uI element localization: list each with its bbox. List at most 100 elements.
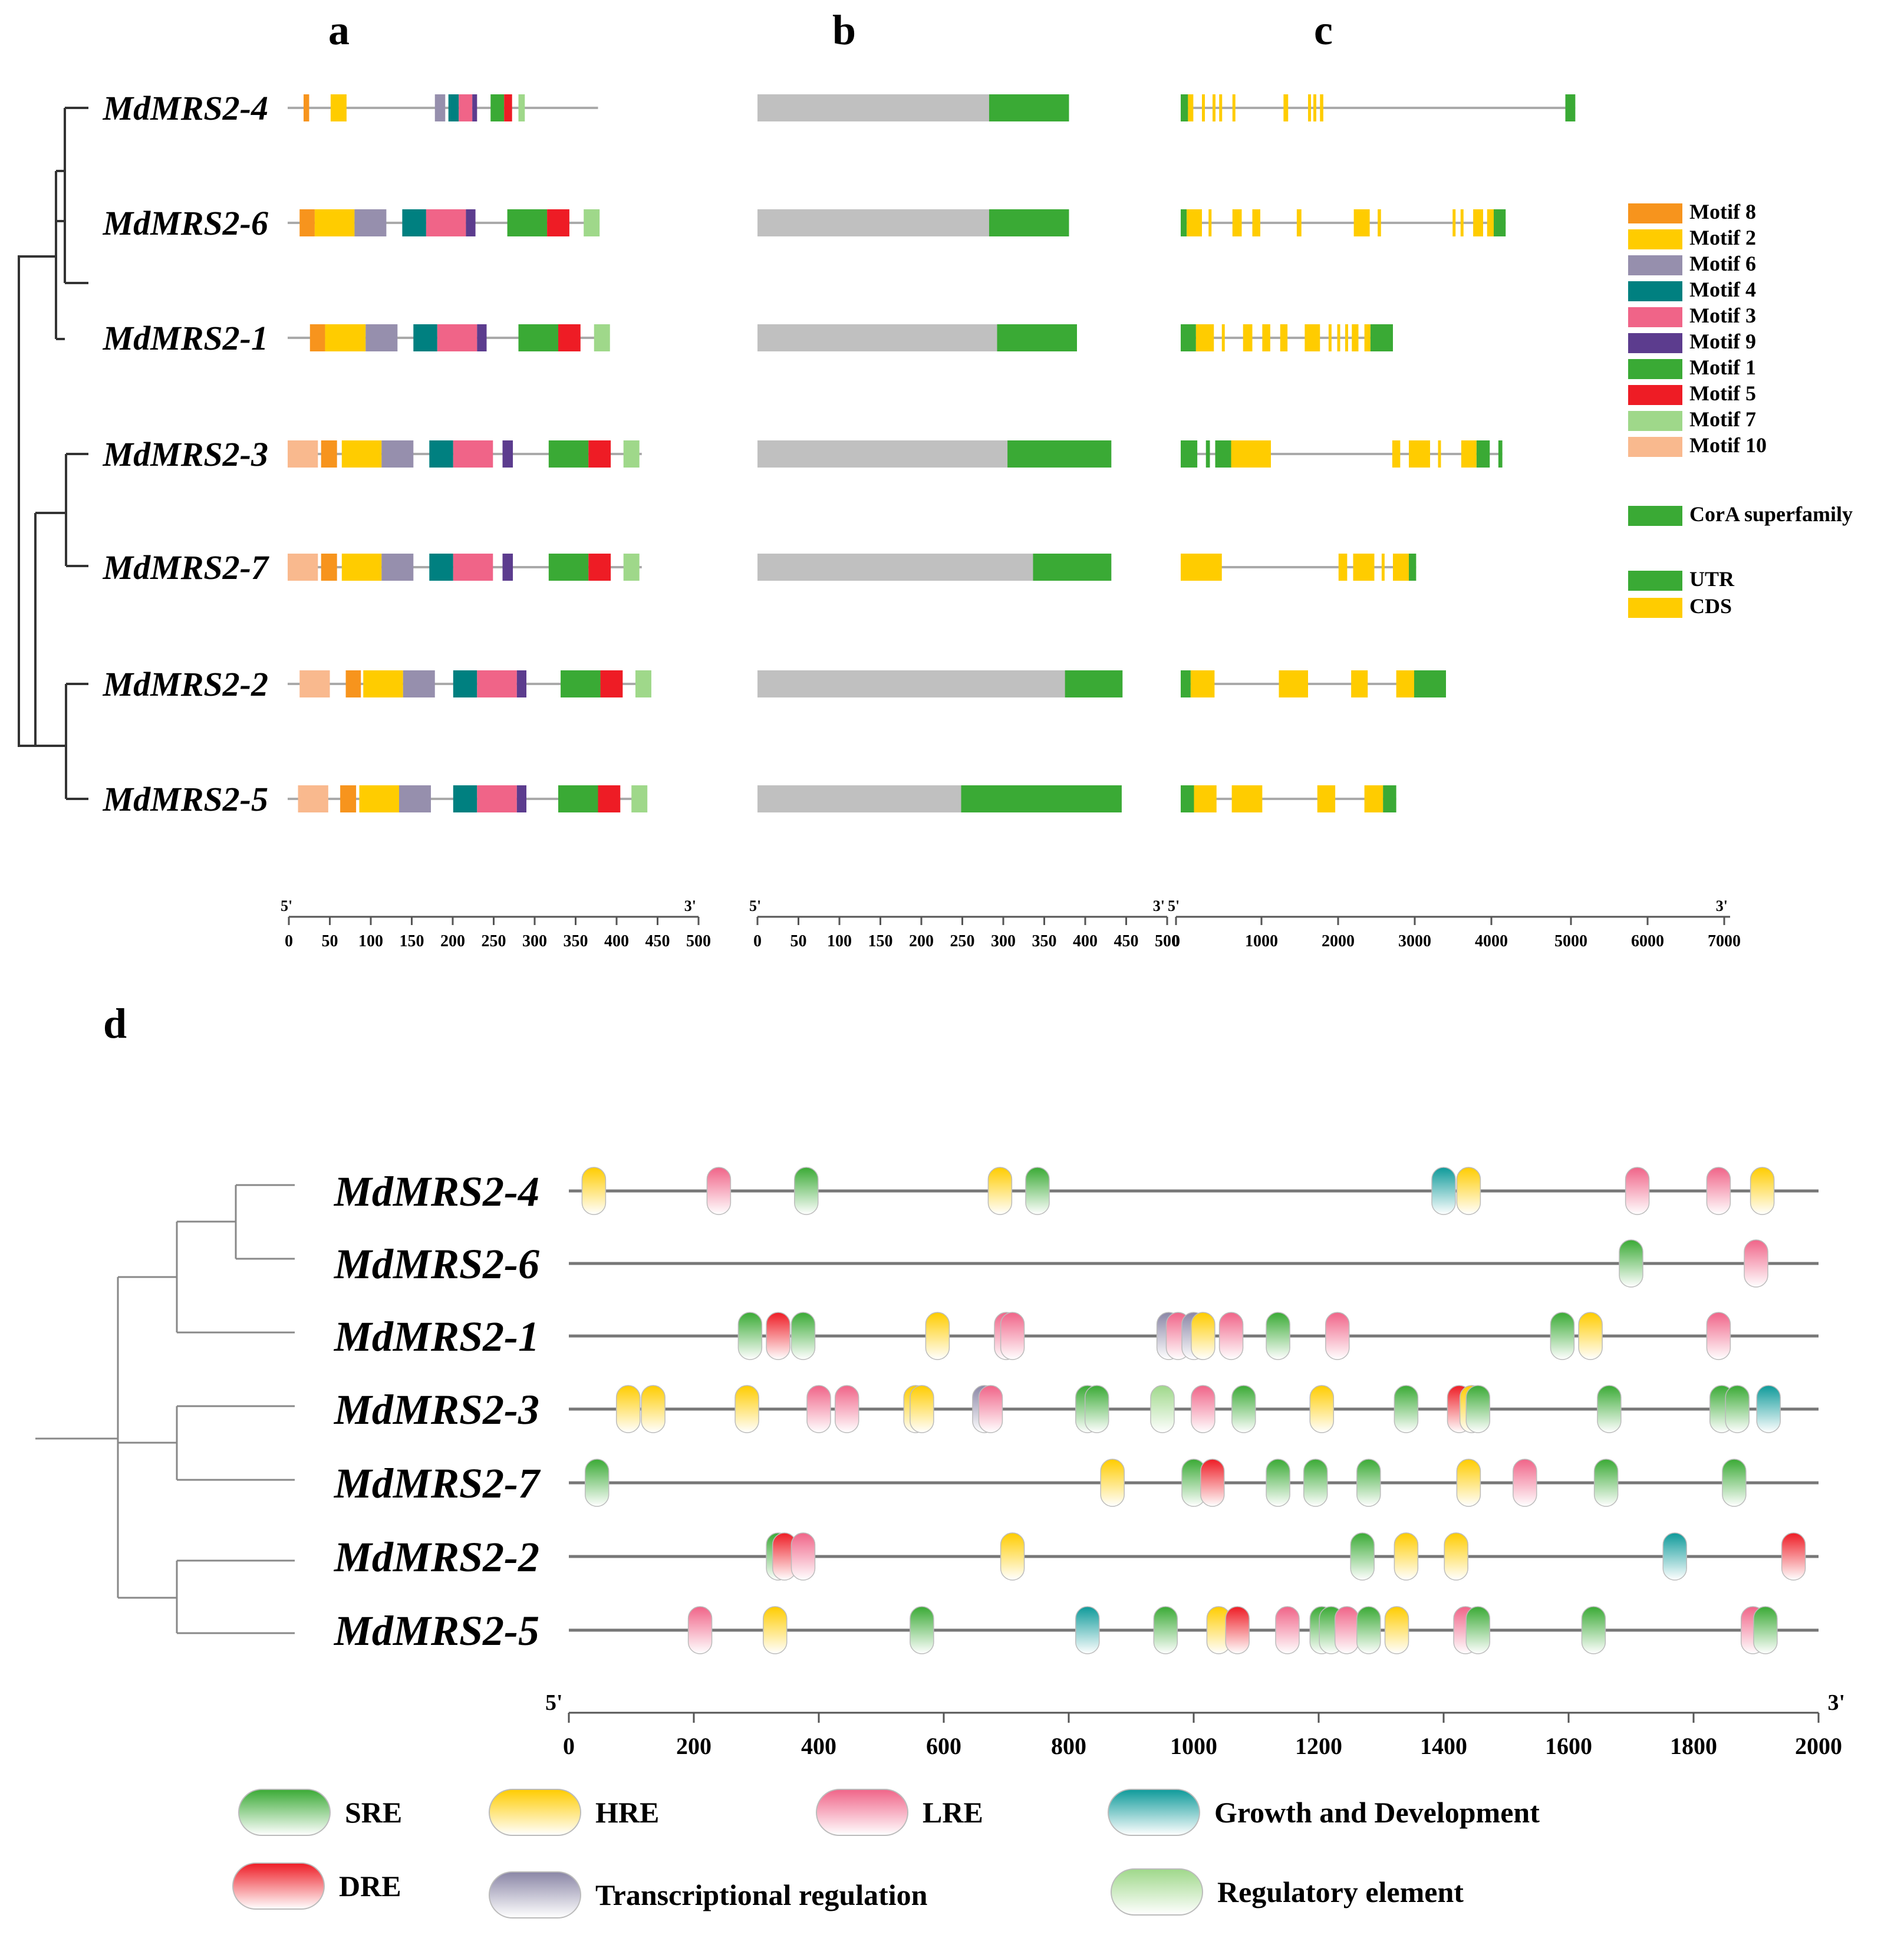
scale-b-tick-label: 250: [950, 932, 975, 950]
cds-box: [1345, 324, 1348, 351]
motif-box: [504, 94, 512, 121]
cis-element-marker: [1706, 1167, 1731, 1215]
cis-element-marker: [794, 1167, 819, 1215]
cis-element-marker: [1431, 1167, 1456, 1215]
gene-name-label: MdMRS2-3: [334, 1386, 539, 1433]
legend-swatch: [1628, 437, 1682, 457]
scale-b-tick-label: 200: [909, 932, 934, 950]
scale-d-tick-label: 800: [1051, 1733, 1086, 1759]
cis-element-marker: [763, 1606, 788, 1654]
motif-box: [459, 94, 473, 121]
scale-a-tick-label: 100: [358, 932, 383, 950]
legend-swatch: [1628, 255, 1682, 275]
legend-element-label: SRE: [345, 1796, 402, 1829]
tree-branch: [118, 1405, 295, 1481]
cds-box: [1338, 554, 1348, 581]
tree-branch: [55, 107, 88, 340]
utr-box: [1215, 440, 1231, 468]
legend-label: Motif 3: [1689, 304, 1756, 327]
motif-box: [518, 324, 558, 351]
utr-box: [1565, 94, 1576, 121]
cds-box: [1396, 670, 1414, 697]
cds-box: [1202, 94, 1205, 121]
cds-box: [1392, 440, 1401, 468]
cds-box: [1208, 209, 1212, 236]
motif-box: [502, 554, 513, 581]
motif-box: [437, 324, 477, 351]
cis-element-marker: [1153, 1606, 1178, 1654]
scale-b-tick-label: 150: [868, 932, 893, 950]
motif-box: [426, 209, 466, 236]
legend-element-swatch: [232, 1862, 325, 1910]
cds-box: [1194, 785, 1217, 812]
cds-box: [1364, 324, 1371, 351]
scale-d-tick-label: 400: [801, 1733, 836, 1759]
legend-element-label: Growth and Development: [1214, 1796, 1540, 1829]
scale-b-tick-label: 100: [827, 932, 852, 950]
gene-name-label: MdMRS2-4: [334, 1168, 539, 1215]
scale-d-tick-label: 200: [676, 1733, 711, 1759]
cis-element-marker: [1303, 1459, 1328, 1507]
cis-element-marker: [1456, 1459, 1481, 1507]
motif-box: [321, 554, 337, 581]
tree-branch: [176, 1184, 295, 1334]
cis-element-marker: [615, 1385, 641, 1433]
utr-box: [1409, 554, 1417, 581]
cis-element-marker: [1394, 1532, 1419, 1581]
cis-element-marker: [1100, 1459, 1125, 1507]
scale-a-tick-label: 250: [482, 932, 506, 950]
cds-box: [1231, 440, 1271, 468]
scale-d-tick-label: 1800: [1670, 1733, 1717, 1759]
scale-c-tick-label: 2000: [1322, 932, 1355, 950]
legend-label: Motif 5: [1689, 381, 1756, 405]
cds-box: [1221, 324, 1225, 351]
cis-element-marker: [1000, 1312, 1025, 1360]
legend-label: Motif 1: [1689, 356, 1756, 379]
motif-box: [516, 785, 526, 812]
cds-box: [1487, 209, 1494, 236]
cis-element-marker: [1444, 1532, 1468, 1581]
cis-element-marker: [687, 1606, 713, 1654]
utr-box: [1370, 324, 1393, 351]
panel-d-cis-elements: MdMRS2-4 MdMRS2-6 MdMRS2-1 MdMRS2-3 MdMRS2-7…: [334, 1167, 1819, 1654]
cis-element-marker: [1334, 1606, 1359, 1654]
scale-b-tick-label: 350: [1032, 932, 1057, 950]
scale-a-end-label: 5': [281, 897, 292, 914]
motif-box: [548, 440, 589, 468]
scale-b-end-label: 5': [749, 897, 761, 914]
motif-box: [477, 324, 487, 351]
motif-box: [516, 670, 526, 697]
cds-box: [1452, 209, 1456, 236]
motif-box: [588, 440, 611, 468]
cis-element-marker: [1266, 1312, 1290, 1360]
cis-element-marker: [1309, 1385, 1335, 1433]
scale-c-end-label: 5': [1168, 897, 1180, 914]
phylo-tree-top: [18, 107, 88, 800]
motif-box: [561, 670, 601, 697]
legend-label: UTR: [1689, 567, 1735, 591]
cis-element-marker: [766, 1312, 790, 1360]
utr-box: [1181, 670, 1191, 697]
cds-box: [1393, 554, 1409, 581]
panel-c-gene-structure: [1181, 94, 1576, 812]
tree-branch: [18, 255, 35, 747]
panel-label-b: b: [832, 6, 856, 54]
legend-label: Motif 6: [1689, 252, 1756, 275]
utr-box: [1181, 324, 1196, 351]
motif-box: [298, 785, 328, 812]
motif-box: [288, 554, 318, 581]
scale-a-tick-label: 500: [686, 932, 711, 950]
legend-label: Motif 7: [1689, 407, 1756, 431]
motif-box: [381, 440, 414, 468]
cds-box: [1296, 209, 1302, 236]
motif-box: [321, 440, 337, 468]
cds-box: [1461, 440, 1477, 468]
panel-b-domains: [757, 94, 1123, 812]
cis-element-marker: [1084, 1385, 1109, 1433]
gene-name-label: MdMRS2-6: [334, 1240, 539, 1288]
legend-swatch: [1628, 359, 1682, 379]
cis-element-marker: [1356, 1606, 1381, 1654]
scale-d-tick-label: 0: [563, 1733, 575, 1759]
cds-box: [1409, 440, 1430, 468]
